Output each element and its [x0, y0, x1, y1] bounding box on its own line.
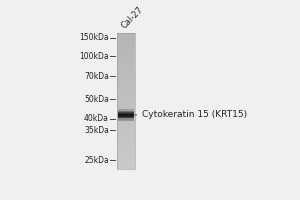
Bar: [117, 117, 135, 119]
Text: 100kDa: 100kDa: [79, 52, 109, 61]
Bar: [117, 146, 135, 149]
Bar: [117, 96, 135, 99]
Bar: [118, 115, 134, 116]
Bar: [117, 162, 135, 165]
Bar: [117, 35, 135, 38]
Text: 25kDa: 25kDa: [84, 156, 109, 165]
Bar: [117, 60, 135, 63]
Bar: [117, 92, 135, 95]
Bar: [117, 72, 135, 74]
Bar: [117, 112, 135, 115]
Bar: [118, 110, 134, 111]
Bar: [117, 58, 135, 61]
Bar: [117, 128, 135, 131]
Bar: [117, 133, 135, 135]
Bar: [117, 90, 135, 92]
Bar: [117, 130, 135, 133]
Bar: [117, 142, 135, 144]
Bar: [117, 155, 135, 158]
Bar: [117, 67, 135, 70]
Bar: [117, 124, 135, 126]
Bar: [118, 111, 134, 112]
Bar: [117, 56, 135, 58]
Bar: [117, 164, 135, 167]
Bar: [117, 110, 135, 113]
Bar: [117, 160, 135, 162]
Bar: [117, 151, 135, 153]
Bar: [117, 81, 135, 83]
Bar: [117, 49, 135, 52]
Bar: [117, 87, 135, 90]
Bar: [117, 101, 135, 104]
Bar: [117, 126, 135, 128]
Bar: [117, 94, 135, 97]
Bar: [117, 139, 135, 142]
Bar: [118, 114, 134, 115]
Bar: [117, 85, 135, 88]
Bar: [117, 54, 135, 56]
Bar: [118, 117, 134, 118]
Bar: [118, 119, 134, 120]
Bar: [118, 111, 134, 112]
Bar: [118, 115, 134, 116]
Bar: [117, 65, 135, 68]
Bar: [117, 137, 135, 140]
Bar: [118, 120, 134, 121]
Bar: [118, 113, 134, 114]
Bar: [117, 108, 135, 110]
Bar: [117, 47, 135, 49]
Bar: [118, 118, 134, 119]
Bar: [117, 33, 135, 36]
Text: 50kDa: 50kDa: [84, 95, 109, 104]
Bar: [117, 74, 135, 77]
Bar: [117, 153, 135, 156]
Bar: [117, 135, 135, 138]
Bar: [118, 109, 134, 110]
Bar: [117, 51, 135, 54]
Bar: [117, 42, 135, 45]
Bar: [117, 121, 135, 124]
Bar: [117, 83, 135, 86]
Text: Cal-27: Cal-27: [119, 5, 145, 30]
Bar: [117, 106, 135, 108]
Bar: [117, 40, 135, 43]
Bar: [117, 167, 135, 169]
Bar: [118, 116, 134, 117]
Text: Cytokeratin 15 (KRT15): Cytokeratin 15 (KRT15): [135, 110, 247, 119]
Bar: [117, 78, 135, 81]
Bar: [118, 112, 134, 113]
Bar: [117, 76, 135, 79]
Bar: [118, 119, 134, 120]
Bar: [117, 157, 135, 160]
Bar: [117, 119, 135, 122]
Bar: [118, 120, 134, 121]
Bar: [118, 113, 134, 114]
Bar: [117, 99, 135, 101]
Bar: [117, 103, 135, 106]
Bar: [117, 144, 135, 147]
Bar: [117, 148, 135, 151]
Bar: [117, 38, 135, 40]
Bar: [117, 45, 135, 47]
Bar: [117, 115, 135, 117]
Text: 35kDa: 35kDa: [84, 126, 109, 135]
Text: 70kDa: 70kDa: [84, 72, 109, 81]
Bar: [118, 112, 134, 113]
Text: 150kDa: 150kDa: [79, 33, 109, 42]
Bar: [117, 69, 135, 72]
Bar: [118, 116, 134, 117]
Bar: [118, 109, 134, 110]
Bar: [117, 63, 135, 65]
Text: 40kDa: 40kDa: [84, 114, 109, 123]
Bar: [118, 117, 134, 118]
Bar: [117, 33, 135, 169]
